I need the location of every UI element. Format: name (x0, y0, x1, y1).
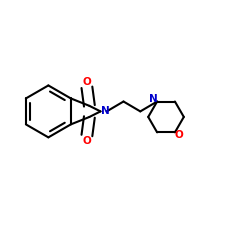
Text: O: O (82, 77, 91, 87)
Text: N: N (149, 94, 158, 104)
Text: N: N (100, 106, 109, 117)
Text: O: O (82, 136, 91, 146)
Text: O: O (174, 130, 183, 140)
